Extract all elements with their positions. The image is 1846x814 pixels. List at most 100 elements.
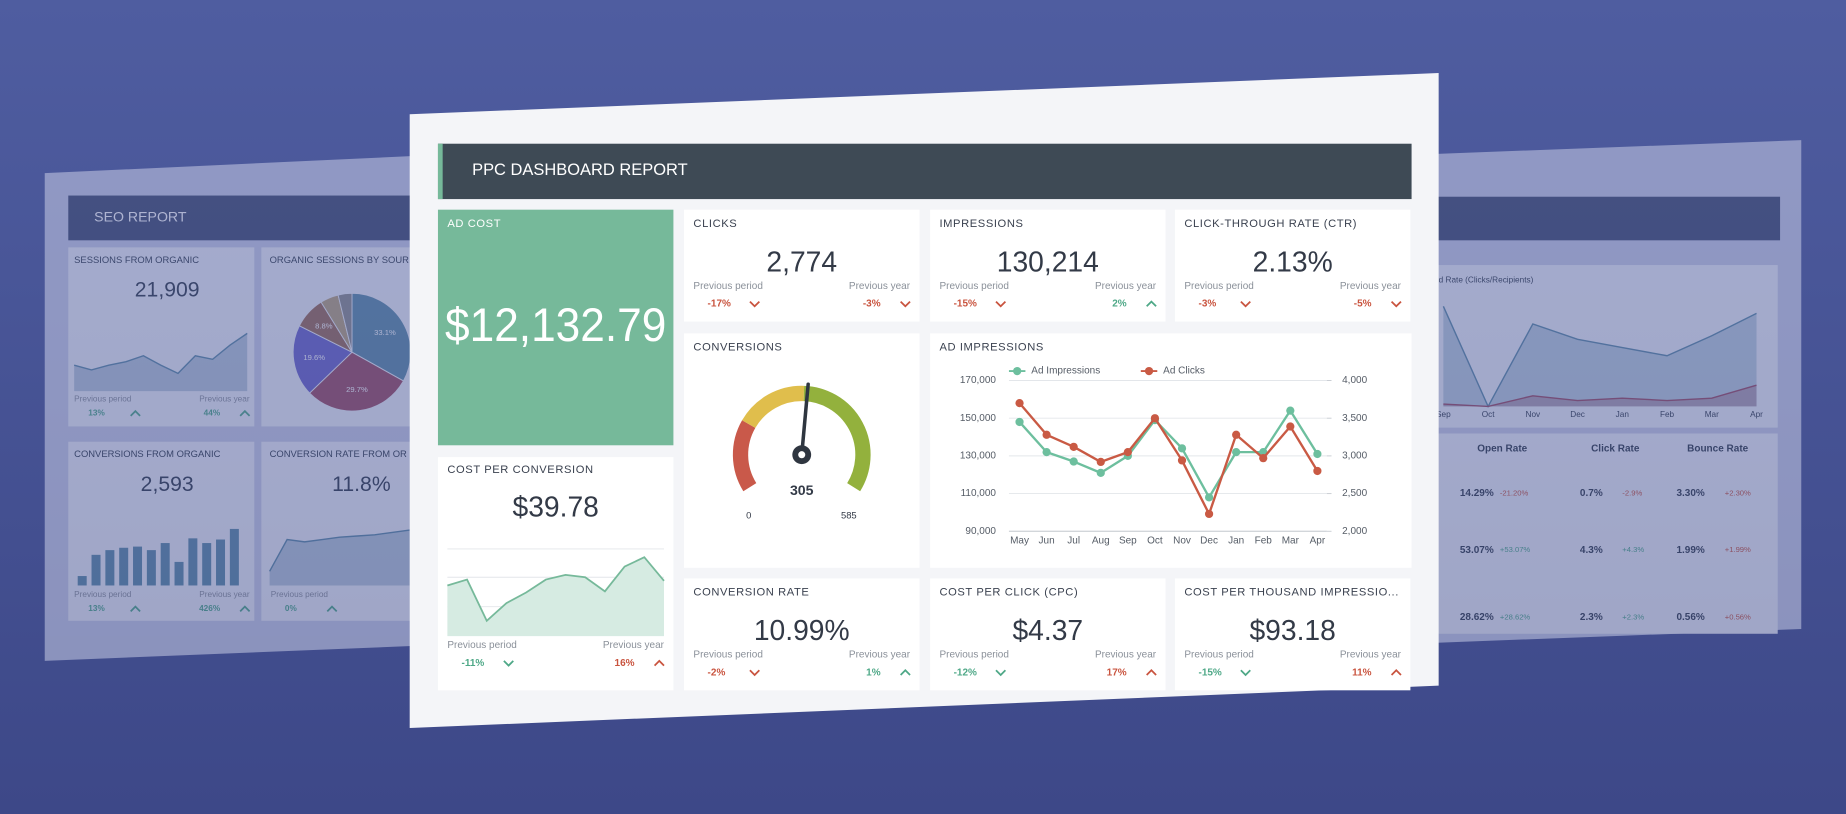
gauge-segment [742, 385, 805, 429]
period-change: -15% [1198, 667, 1221, 678]
year-label: Previous year [1340, 281, 1402, 292]
x-tick-label: Jun [1039, 535, 1055, 546]
series-point [1096, 468, 1105, 477]
email-month: Jan [1616, 410, 1630, 419]
period-label: Previous period [1184, 281, 1253, 292]
email-month: Apr [1750, 410, 1763, 419]
year-change: 426% [199, 604, 221, 613]
y2-tick-label: 3,500 [1342, 413, 1367, 424]
series-point [1204, 493, 1214, 502]
period-change: -15% [954, 299, 977, 310]
x-tick-label: Feb [1255, 535, 1273, 546]
series-line [1018, 402, 1319, 516]
kpi-value: 2.13% [1253, 245, 1333, 277]
y-tick-label: 110,000 [961, 488, 997, 499]
table-cell: 53.07% [1460, 545, 1494, 556]
trend-arrow [1240, 669, 1251, 677]
table-cell: 3.30% [1676, 488, 1704, 499]
seo-bar [160, 543, 170, 586]
seo-area [74, 333, 248, 392]
pie-slice [351, 292, 412, 382]
legend-label: Ad Impressions [1031, 366, 1100, 377]
period-label: Previous period [693, 281, 762, 292]
kpi-card [1174, 578, 1411, 691]
seo-bar [91, 554, 101, 586]
legend-label: Ad Clicks [1163, 366, 1205, 377]
year-label: Previous year [1095, 281, 1157, 292]
email-card [1424, 265, 1778, 428]
email-month: Mar [1705, 410, 1719, 419]
series-point [1069, 442, 1078, 451]
table-cell: +53.07% [1500, 545, 1531, 554]
series-point [1286, 422, 1295, 431]
trend-arrow [995, 669, 1007, 677]
pie-slice [292, 325, 353, 394]
seo-bar [105, 550, 115, 586]
period-change: -2% [708, 667, 726, 678]
period-label: Previous period [1184, 650, 1253, 661]
seo-bar [229, 528, 239, 586]
seo-panel: SEO REPORT SESSIONS FROM ORGANIC 21,909 Pr… [44, 155, 427, 661]
ad-cost-card [437, 209, 674, 446]
series-point [1259, 454, 1268, 463]
kpi-value: 2,774 [766, 245, 837, 277]
pie-label: 19.6% [303, 353, 325, 362]
ppc-panel: PPC DASHBOARD REPORT AD COST $12,132.79 CL… [409, 73, 1439, 729]
seo-header [68, 195, 422, 241]
y2-tick-label: 3,000 [1342, 451, 1367, 462]
table-cell: +2.30% [1725, 489, 1751, 498]
header-accent [437, 143, 443, 200]
period-label: Previous period [271, 590, 329, 599]
email-month: Feb [1660, 410, 1675, 419]
trend-arrow [995, 300, 1007, 308]
email-line [1442, 305, 1757, 409]
series-point [1069, 457, 1078, 466]
seo-bar [146, 550, 156, 586]
year-change: 1% [866, 667, 881, 678]
series-point [1042, 447, 1051, 457]
pie-slice [337, 292, 353, 353]
trend-arrow [326, 605, 338, 613]
kpi-value: $39.78 [512, 490, 598, 522]
table-cell: 28.62% [1460, 612, 1494, 623]
period-label: Previous period [74, 590, 132, 599]
table-cell: 14.29% [1460, 488, 1494, 499]
table-cell: +28.62% [1500, 612, 1531, 621]
x-tick-label: Mar [1282, 535, 1300, 546]
pie-label: 33.1% [374, 328, 396, 337]
period-change: -17% [708, 299, 731, 310]
kpi-card [930, 209, 1166, 322]
series-point [1313, 466, 1322, 476]
series-point [1177, 456, 1187, 465]
card-label: CLICK-THROUGH RATE (CTR) [1184, 218, 1357, 230]
table-cell: -21.20% [1500, 489, 1529, 498]
x-tick-label: Jul [1067, 535, 1080, 546]
trend-arrow [653, 659, 665, 667]
x-tick-label: May [1010, 535, 1029, 546]
trend-arrow [130, 605, 141, 613]
year-label: Previous year [1095, 650, 1157, 661]
card-label: COST PER CLICK (CPC) [939, 586, 1078, 598]
year-label: Previous year [199, 395, 250, 404]
y-tick-label: 150,000 [960, 413, 997, 424]
series-point [1313, 449, 1322, 459]
table-cell: 4.3% [1580, 545, 1603, 556]
spark-area [447, 557, 664, 637]
series-point [1096, 457, 1105, 467]
seo-bar [174, 561, 184, 586]
trend-arrow [1390, 669, 1402, 676]
card-label: COST PER THOUSAND IMPRESSIO... [1184, 586, 1399, 598]
series-line [1018, 409, 1319, 499]
year-label: Previous year [199, 590, 250, 599]
table-cell: 2.3% [1580, 612, 1603, 623]
trend-arrow [749, 300, 760, 308]
gauge-min: 0 [746, 509, 751, 520]
series-point [1042, 430, 1051, 439]
table-cell: +4.3% [1622, 545, 1644, 554]
y2-tick-label: 2,500 [1342, 488, 1367, 499]
y-tick-label: 90,000 [965, 526, 996, 537]
year-change: 16% [615, 658, 635, 669]
kpi-card [684, 209, 920, 322]
